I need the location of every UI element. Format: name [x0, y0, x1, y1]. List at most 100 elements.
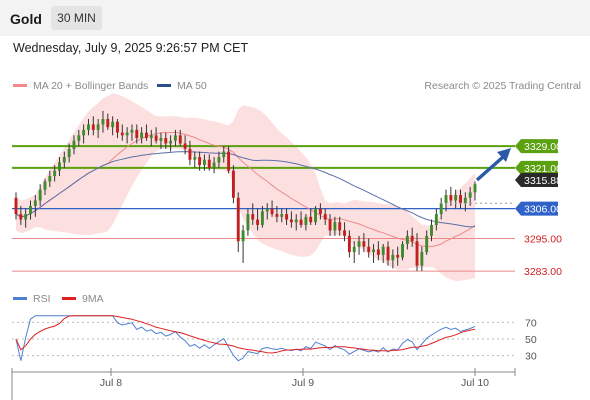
- candle-body: [33, 200, 37, 206]
- legend-rsi-label: RSI: [33, 293, 51, 305]
- candle-body: [343, 230, 346, 236]
- legend-rsi: RSI: [13, 293, 51, 305]
- candle-body: [217, 157, 221, 163]
- candle-body: [101, 119, 105, 125]
- price-tag-current: [515, 173, 558, 187]
- candle-body: [430, 224, 433, 236]
- candle-body: [193, 157, 197, 160]
- candle-body: [468, 192, 472, 198]
- candle-body: [275, 214, 279, 217]
- candle-body: [125, 132, 129, 136]
- candle-body: [347, 235, 351, 253]
- candle-body: [236, 197, 240, 242]
- candle-body: [454, 195, 458, 201]
- candle-body: [285, 214, 289, 220]
- legend-9ma-label: 9MA: [82, 293, 104, 305]
- candle-body: [14, 197, 18, 215]
- candle-body: [434, 214, 438, 225]
- candle-body: [386, 246, 390, 261]
- candle-body: [154, 135, 158, 141]
- candle-body: [449, 195, 453, 201]
- candle-body: [463, 197, 467, 204]
- candle-body: [280, 214, 284, 217]
- candle-body: [188, 148, 192, 160]
- rsi-axis-label: 30: [525, 351, 537, 363]
- candle-body: [415, 241, 419, 266]
- candle-body: [164, 138, 168, 144]
- candle-body: [202, 159, 206, 166]
- legend-ma50-label: MA 50: [177, 80, 207, 92]
- candle-body: [62, 157, 66, 163]
- candle-body: [260, 211, 264, 225]
- rsi-axis-label: 50: [525, 334, 537, 346]
- candle-body: [135, 129, 139, 139]
- candle-body: [299, 219, 303, 225]
- bollinger-band: [16, 93, 475, 282]
- candle-body: [439, 203, 443, 215]
- candle-body: [425, 235, 429, 253]
- ma50-swatch-icon: [157, 83, 171, 87]
- candle-body: [352, 246, 356, 253]
- candle-body: [169, 140, 173, 144]
- datetime-label: Wednesday, July 9, 2025 9:26:57 PM CET: [13, 41, 249, 55]
- candle-body: [91, 124, 95, 130]
- rsi-9ma-line: [15, 315, 476, 354]
- candle-body: [43, 181, 47, 190]
- candle-body: [159, 138, 163, 141]
- candle-body: [111, 121, 115, 128]
- price-tag-r1: [515, 160, 558, 175]
- candle-body: [473, 184, 477, 193]
- candle-body: [314, 208, 318, 223]
- candle-body: [198, 157, 202, 166]
- candle-body: [116, 121, 119, 133]
- candle-body: [53, 170, 57, 177]
- forecast-arrow-head-icon: [497, 148, 511, 162]
- asset-title: Gold: [10, 11, 42, 27]
- candle-body: [338, 222, 342, 231]
- price-tag-r2: [515, 139, 558, 154]
- rsi-axis-label: 70: [525, 317, 537, 329]
- candle-body: [265, 208, 269, 212]
- rsi-swatch-icon: [13, 296, 27, 300]
- copyright-text: Research © 2025 Trading Central: [424, 80, 581, 92]
- candle-body: [212, 162, 216, 168]
- candle-body: [227, 151, 231, 171]
- candle-body: [246, 214, 250, 231]
- rsi-line: [15, 315, 476, 362]
- candle-body: [391, 254, 395, 261]
- candle-body: [87, 124, 90, 130]
- candle-body: [376, 249, 380, 255]
- legend-bollinger: MA 20 + Bollinger Bands: [13, 80, 148, 92]
- candle-body: [459, 195, 462, 204]
- candle-body: [19, 214, 23, 220]
- candle-body: [410, 235, 414, 242]
- candle-body: [420, 252, 424, 266]
- candle-body: [396, 254, 400, 258]
- time-axis-label: Jul 8: [100, 377, 122, 389]
- candle-body: [405, 235, 409, 244]
- candle-body: [372, 249, 375, 253]
- candle-body: [207, 159, 211, 168]
- legend-ma50: MA 50: [157, 80, 207, 92]
- candle-body: [72, 140, 76, 149]
- candle-body: [251, 214, 255, 220]
- candle-body: [96, 124, 100, 130]
- candle-body: [381, 246, 385, 255]
- candle-body: [270, 208, 274, 215]
- candle-body: [149, 135, 153, 139]
- candle-body: [82, 129, 86, 136]
- ma9-swatch-icon: [62, 296, 76, 300]
- candle-body: [256, 219, 260, 225]
- price-label-s1: 3295.00: [524, 234, 562, 246]
- candle-body: [183, 143, 187, 149]
- candle-body: [328, 219, 332, 231]
- candle-body: [178, 135, 182, 144]
- candle-body: [294, 219, 298, 223]
- candle-body: [120, 132, 124, 136]
- time-axis-label: Jul 10: [461, 377, 489, 389]
- interval-selector[interactable]: 30 MIN: [51, 6, 102, 30]
- candle-body: [24, 214, 28, 220]
- candle-body: [130, 129, 134, 133]
- candle-body: [222, 151, 226, 158]
